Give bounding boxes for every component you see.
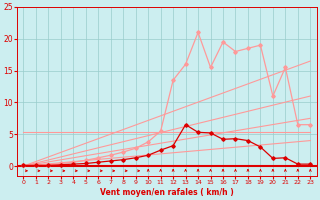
- X-axis label: Vent moyen/en rafales ( km/h ): Vent moyen/en rafales ( km/h ): [100, 188, 234, 197]
